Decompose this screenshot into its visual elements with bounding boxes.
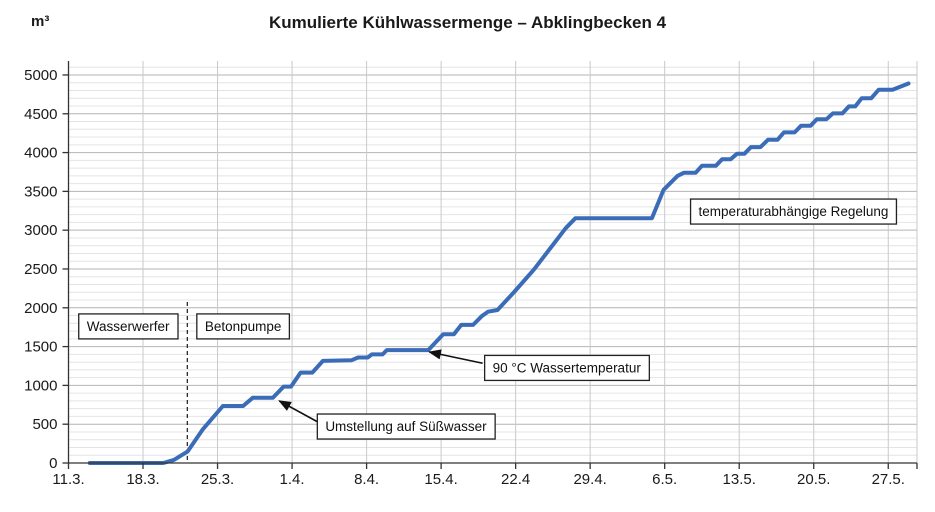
annotation-box-umstellung-suesswasser — [316, 413, 496, 440]
annotation-box-temperaturabhaengige-regelung — [689, 198, 898, 225]
y-axis-unit-label: m³ — [31, 13, 50, 30]
x-tick-label: 29.4. — [573, 471, 606, 488]
annotation-arrow-wassertemperatur-90c — [428, 349, 483, 365]
x-tick-label: 6.5. — [652, 471, 677, 488]
x-tick-label: 20.5. — [797, 471, 830, 488]
y-tick-label: 2000 — [24, 300, 57, 317]
annotation-arrow-umstellung-suesswasser — [278, 400, 319, 423]
annotation-label-betonpumpe: Betonpumpe — [205, 319, 282, 334]
y-tick-label: 4000 — [24, 145, 57, 162]
y-tick-label: 3000 — [24, 222, 57, 239]
y-tick-label: 2500 — [24, 261, 57, 278]
annotation-label-wassertemperatur-90c: 90 °C Wassertemperatur — [493, 360, 642, 375]
chart-title: Kumulierte Kühlwassermenge – Abklingbeck… — [268, 13, 667, 32]
y-tick-label: 1500 — [24, 339, 57, 356]
cumulative-water-line — [87, 81, 911, 465]
x-tick-label: 27.5. — [872, 471, 905, 488]
x-tick-label: 1.4. — [280, 471, 305, 488]
y-tick-label: 4500 — [24, 106, 57, 123]
x-tick-label: 11.3. — [52, 471, 84, 488]
x-tick-label: 18.3. — [126, 471, 159, 488]
y-tick-label: 5000 — [24, 67, 57, 84]
annotation-box-wasserwerfer — [78, 313, 179, 340]
x-tick-label: 22.4 — [501, 471, 530, 488]
y-tick-label: 1000 — [24, 377, 57, 394]
annotation-label-wasserwerfer: Wasserwerfer — [87, 319, 170, 334]
annotation-label-umstellung-suesswasser: Umstellung auf Süßwasser — [325, 419, 487, 434]
annotation-box-betonpumpe — [196, 313, 291, 340]
annotation-label-temperaturabhaengige-regelung: temperaturabhängige Regelung — [699, 204, 889, 219]
y-tick-label: 3500 — [24, 183, 57, 200]
y-tick-label: 500 — [32, 416, 57, 433]
x-tick-label: 25.3. — [201, 471, 234, 488]
x-tick-label: 13.5. — [723, 471, 756, 488]
x-tick-label: 15.4. — [424, 471, 457, 488]
annotation-box-wassertemperatur-90c — [483, 354, 650, 382]
x-tick-label: 8.4. — [354, 471, 379, 488]
y-tick-label: 0 — [49, 455, 57, 472]
